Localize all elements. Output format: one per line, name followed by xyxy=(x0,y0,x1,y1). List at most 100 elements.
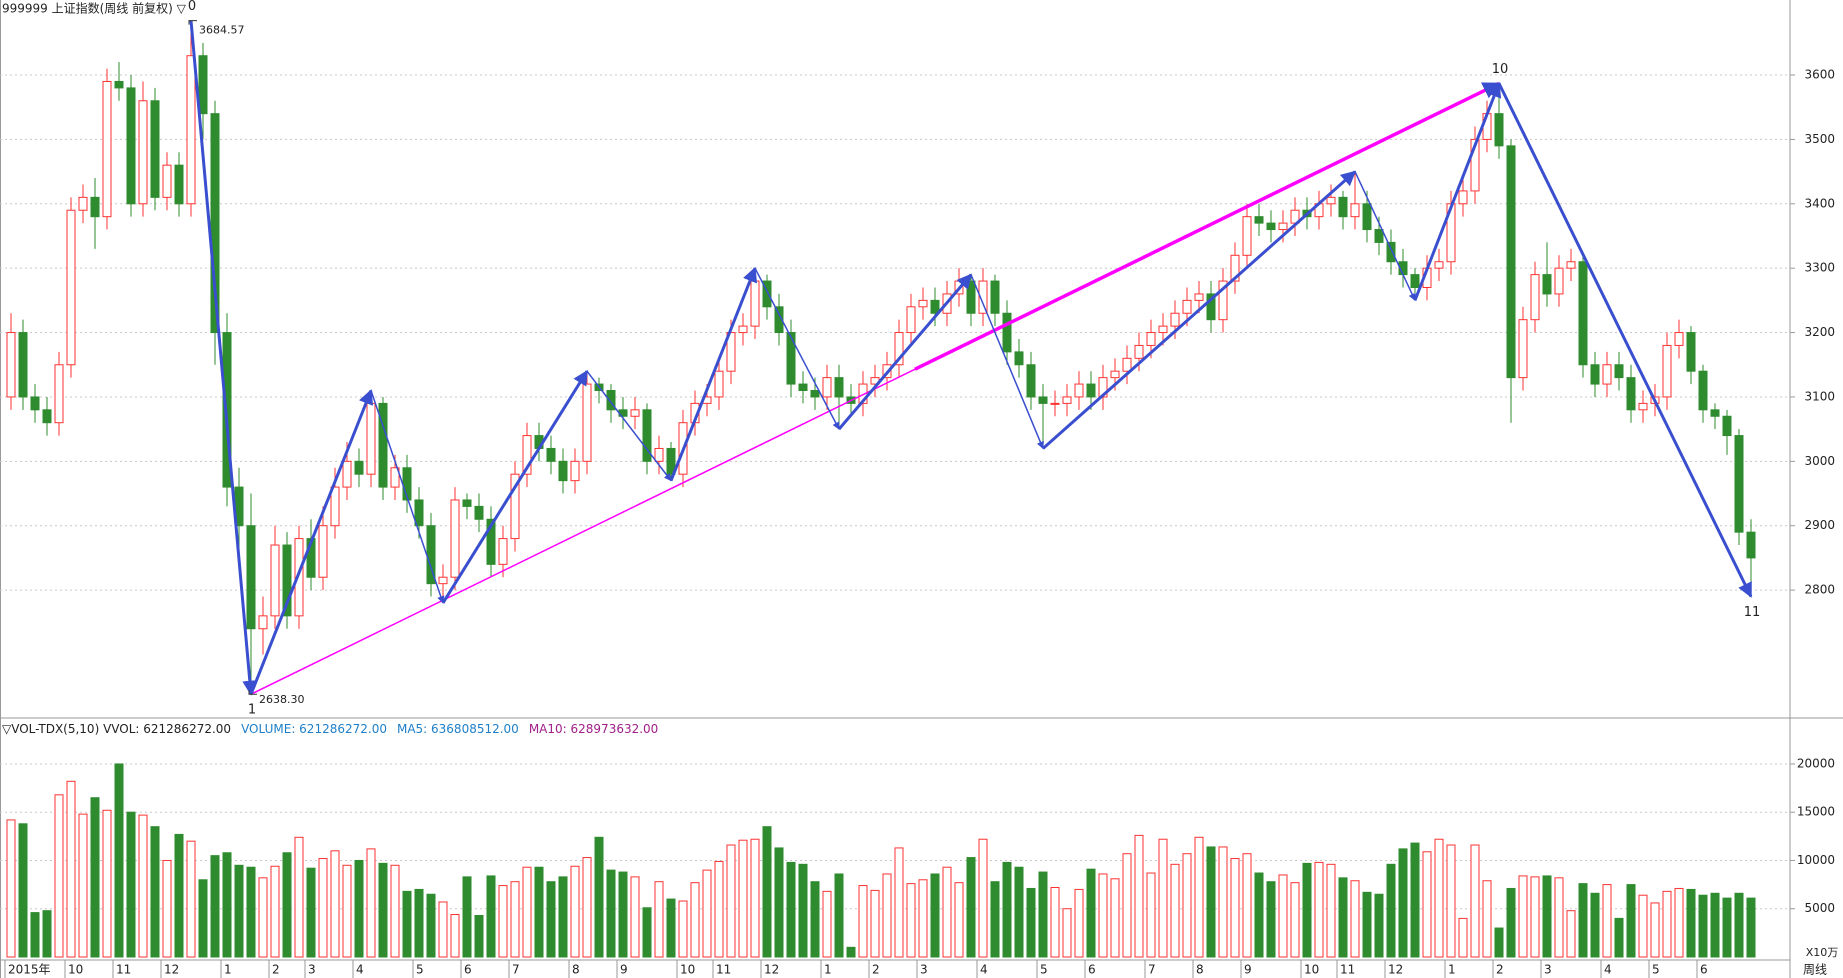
y-tick-label: 2900 xyxy=(1804,518,1835,532)
pivot-price: 3684.57 xyxy=(199,24,245,37)
candle-body xyxy=(246,525,256,630)
volume-bar xyxy=(1722,897,1732,958)
x-tick-label: 11 xyxy=(1340,963,1355,977)
y-tick-label: 3600 xyxy=(1804,68,1835,82)
candle-body xyxy=(1086,383,1096,398)
volume-bar xyxy=(498,885,508,958)
volume-bar xyxy=(438,901,448,958)
volume-bar xyxy=(318,858,328,958)
candle-body xyxy=(342,460,352,488)
volume-bar xyxy=(42,910,52,958)
volume-bar xyxy=(786,861,796,958)
volume-bar xyxy=(678,900,688,958)
candle-body xyxy=(1050,402,1060,405)
candle-body xyxy=(1362,203,1372,231)
candle-body xyxy=(462,499,472,507)
candle-body xyxy=(114,80,124,89)
volume-bar xyxy=(582,857,592,958)
volume-bar xyxy=(1242,853,1252,958)
candle-body xyxy=(330,486,340,527)
chart-title: 999999 上证指数(周线 前复权) ▽ xyxy=(2,1,187,16)
candle-body xyxy=(1266,222,1276,231)
candle-body xyxy=(606,390,616,411)
volume-bar xyxy=(1050,886,1060,958)
volume-bar xyxy=(690,882,700,958)
volume-title: ▽VOL-TDX(5,10) VVOL: 621286272.00 VOLUME:… xyxy=(2,722,658,736)
candle-body xyxy=(150,100,160,198)
candle-body xyxy=(1254,216,1264,224)
volume-bar xyxy=(750,838,760,958)
candle-body xyxy=(1698,370,1708,411)
volume-bar xyxy=(186,840,196,958)
volume-bar xyxy=(18,823,28,958)
wave-arrow xyxy=(586,370,672,482)
volume-bar xyxy=(1026,887,1036,958)
volume-bar xyxy=(930,873,940,958)
y-tick-label: 3100 xyxy=(1804,389,1835,403)
candle-body xyxy=(1158,325,1168,334)
candle-body xyxy=(798,383,808,392)
candle-body xyxy=(1038,396,1048,404)
x-tick-label: 2015年 xyxy=(8,963,51,977)
volume-bar xyxy=(1386,863,1396,958)
volume-bar xyxy=(1626,884,1636,958)
volume-bar xyxy=(102,809,112,958)
volume-bar xyxy=(1530,876,1540,958)
pivot-label: 10 xyxy=(1492,62,1509,77)
volume-bar xyxy=(906,883,916,958)
volume-bar xyxy=(798,863,808,958)
x-tick-label: 5 xyxy=(1040,963,1048,977)
volume-bar xyxy=(474,914,484,958)
volume-bar xyxy=(66,780,76,958)
candle-body xyxy=(642,409,652,462)
volume-bar xyxy=(714,860,724,958)
y-tick-label: 3300 xyxy=(1804,261,1835,275)
candle-body xyxy=(1686,332,1696,372)
candle-body xyxy=(1674,332,1684,346)
x-tick-label: 6 xyxy=(1088,963,1096,977)
volume-bar xyxy=(738,839,748,958)
volume-bar xyxy=(258,877,268,958)
candle-body xyxy=(174,164,184,205)
volume-title-part: ▽VOL-TDX(5,10) VVOL: 621286272.00 xyxy=(2,722,231,736)
wave-arrow xyxy=(249,389,374,695)
volume-bar xyxy=(1134,834,1144,958)
candle-body xyxy=(750,280,760,327)
candle-body xyxy=(1134,344,1144,359)
volume-bar xyxy=(1182,853,1192,958)
volume-bar xyxy=(30,912,40,958)
volume-bar xyxy=(270,865,280,958)
wave-arrow xyxy=(370,390,445,604)
volume-bar xyxy=(78,813,88,958)
volume-bar xyxy=(462,876,472,958)
candle-body xyxy=(522,435,532,475)
candle-body xyxy=(366,402,376,475)
candle-body xyxy=(990,280,1000,314)
volume-bar xyxy=(1578,883,1588,958)
volume-bar xyxy=(966,857,976,958)
candle-body xyxy=(1614,364,1624,379)
volume-bar xyxy=(1506,887,1516,958)
candle-body xyxy=(1554,267,1564,295)
candle-body xyxy=(438,576,448,585)
volume-bar xyxy=(1170,863,1180,958)
volume-bar xyxy=(630,876,640,958)
volume-bar xyxy=(546,881,556,958)
x-tick-label: 2 xyxy=(272,963,280,977)
pivot-label: 0 xyxy=(188,0,196,14)
volume-bar xyxy=(558,876,568,958)
candle-body xyxy=(1014,351,1024,366)
candle-body xyxy=(1218,280,1228,321)
volume-bar xyxy=(150,826,160,958)
volume-bar xyxy=(306,867,316,958)
volume-bar xyxy=(426,893,436,958)
candle-body xyxy=(258,615,268,630)
volume-bar xyxy=(1326,863,1336,958)
volume-bar xyxy=(1338,877,1348,958)
candle-body xyxy=(1626,377,1636,411)
volume-bar xyxy=(246,866,256,958)
volume-bar xyxy=(594,836,604,958)
x-tick-label: 8 xyxy=(572,963,580,977)
volume-bar xyxy=(846,946,856,958)
